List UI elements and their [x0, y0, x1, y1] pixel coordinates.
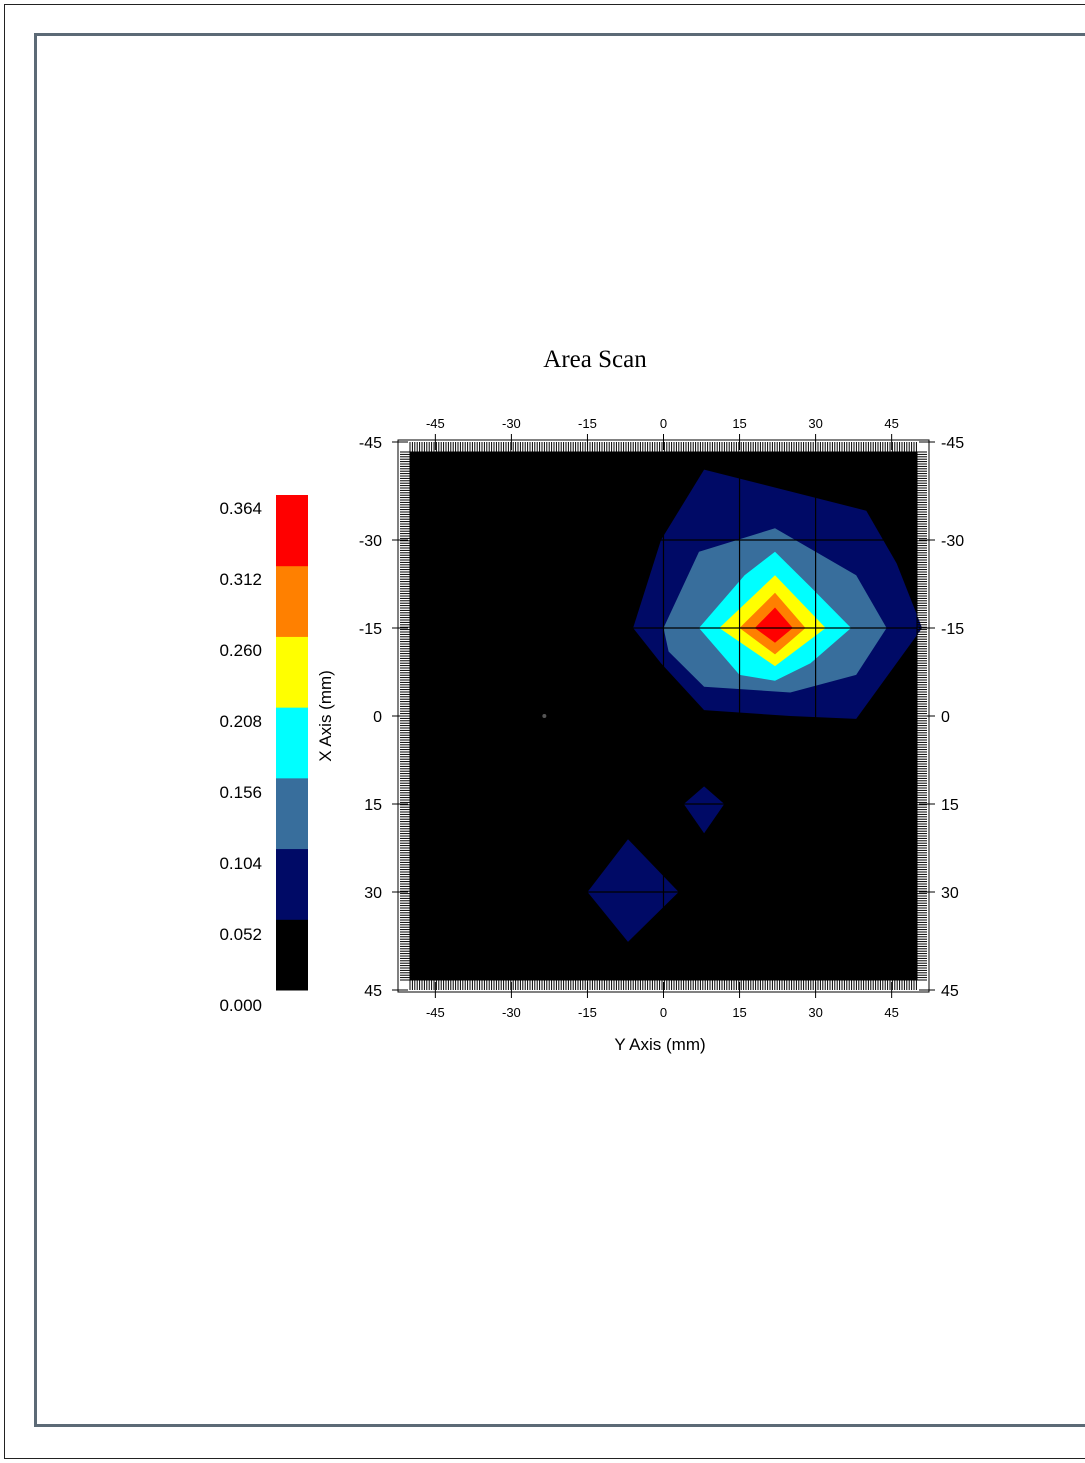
colorbar-swatch	[276, 848, 308, 920]
y-tick-label-left: -30	[359, 533, 382, 550]
contour-region	[587, 839, 679, 942]
colorbar-label: 0.104	[219, 854, 262, 873]
y-tick-label-left: -45	[359, 435, 382, 452]
x-tick-label-top: -30	[502, 416, 521, 431]
x-tick-label-bottom: -30	[502, 1005, 521, 1020]
x-tick-label-top: -15	[578, 416, 597, 431]
colorbar-swatch	[276, 495, 308, 567]
colorbar-label: 0.156	[219, 783, 262, 802]
contour-region	[754, 607, 793, 643]
colorbar-label: 0.052	[219, 925, 262, 944]
colorbar-swatch	[276, 919, 308, 991]
x-tick-label-top: 30	[808, 416, 822, 431]
x-tick-label-top: 15	[732, 416, 746, 431]
y-tick-label-right: -45	[941, 435, 964, 452]
x-axis-title: Y Axis (mm)	[614, 1035, 705, 1054]
colorbar-label: 0.260	[219, 641, 262, 660]
y-tick-label-right: 45	[941, 983, 959, 1000]
colorbar-swatch	[276, 707, 308, 779]
colorbar-label: 0.364	[219, 499, 262, 518]
contour-region	[683, 786, 725, 834]
colorbar-swatch	[276, 565, 308, 637]
y-tick-label-right: 15	[941, 797, 959, 814]
x-tick-label-bottom: 45	[884, 1005, 898, 1020]
x-tick-label-bottom: 0	[660, 1005, 667, 1020]
colorbar-swatch	[276, 777, 308, 850]
x-tick-label-bottom: -15	[578, 1005, 597, 1020]
colorbar-label: 0.000	[219, 996, 262, 1015]
window-frame	[4, 4, 1085, 1459]
colorbar-label: 0.312	[219, 570, 262, 589]
x-tick-label-bottom: -45	[426, 1005, 445, 1020]
y-tick-label-left: 15	[364, 797, 382, 814]
x-tick-label-bottom: 15	[732, 1005, 746, 1020]
y-tick-label-left: -15	[359, 621, 382, 638]
colorbar-swatch	[276, 636, 308, 708]
colorbar-label: 0.208	[219, 712, 262, 731]
y-tick-label-right: -15	[941, 621, 964, 638]
chart-title: Area Scan	[543, 346, 647, 373]
y-tick-label-left: 45	[364, 983, 382, 1000]
x-tick-label-top: 0	[660, 416, 667, 431]
center-marker	[542, 714, 547, 718]
y-axis-title: X Axis (mm)	[316, 670, 335, 762]
x-tick-label-top: 45	[884, 416, 898, 431]
y-tick-label-left: 0	[373, 709, 382, 726]
y-tick-label-right: 30	[941, 885, 959, 902]
x-tick-label-bottom: 30	[808, 1005, 822, 1020]
y-tick-label-left: 30	[364, 885, 382, 902]
y-tick-label-right: 0	[941, 709, 950, 726]
x-tick-label-top: -45	[426, 416, 445, 431]
y-tick-label-right: -30	[941, 533, 964, 550]
